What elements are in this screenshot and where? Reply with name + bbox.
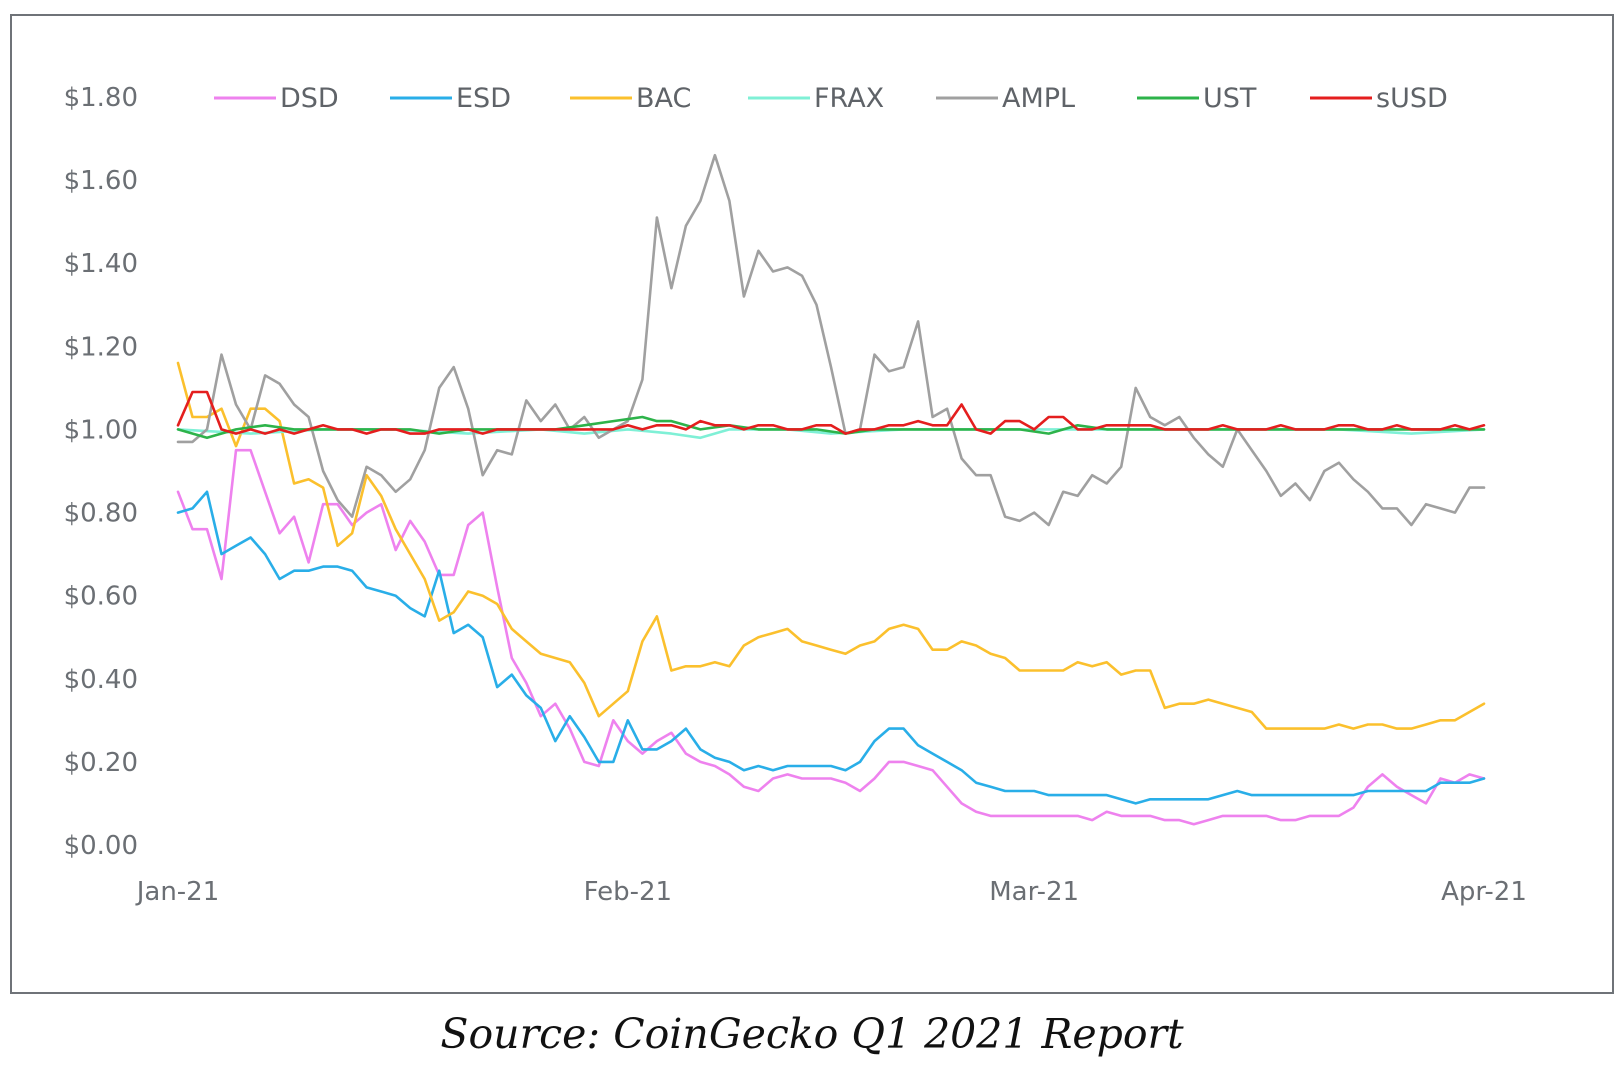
y-tick-label: $1.20 xyxy=(64,332,138,362)
y-tick-label: $0.20 xyxy=(64,748,138,778)
y-tick-label: $1.00 xyxy=(64,415,138,445)
chart-frame: $1.80 $1.60 $1.40 $1.20 $1.00 $0.80 $0.60 $0.40… xyxy=(10,14,1614,994)
source-caption: Source: CoinGecko Q1 2021 Report xyxy=(440,1010,1184,1058)
legend-label: AMPL xyxy=(1002,83,1075,114)
legend-item-ampl: AMPL xyxy=(936,83,1075,114)
x-axis-tick-labels: Jan-21 Feb-21 Mar-21 Apr-21 xyxy=(135,877,1527,907)
x-tick-label: Jan-21 xyxy=(135,877,220,907)
series-line-dsd xyxy=(176,448,1486,826)
y-axis-tick-labels: $1.80 $1.60 $1.40 $1.20 $1.00 $0.80 $0.60 $0.40… xyxy=(64,83,138,861)
y-tick-label: $0.00 xyxy=(64,831,138,861)
series-line-ampl xyxy=(176,153,1486,527)
series-line-susd xyxy=(176,390,1486,435)
chart-legend: DSD ESD BAC FRAX AMPL UST sUSD xyxy=(214,83,1448,114)
legend-label: FRAX xyxy=(814,83,884,114)
series-line-bac xyxy=(176,361,1486,730)
legend-label: DSD xyxy=(280,83,339,114)
legend-label: ESD xyxy=(456,83,511,114)
legend-item-susd: sUSD xyxy=(1310,83,1448,114)
legend-item-dsd: DSD xyxy=(214,83,339,114)
series-line-esd xyxy=(176,490,1486,805)
legend-item-frax: FRAX xyxy=(748,83,884,114)
x-tick-label: Mar-21 xyxy=(989,877,1079,907)
legend-item-esd: ESD xyxy=(390,83,511,114)
y-tick-label: $0.40 xyxy=(64,665,138,695)
y-tick-label: $1.60 xyxy=(64,166,138,196)
y-tick-label: $1.40 xyxy=(64,249,138,279)
legend-item-ust: UST xyxy=(1137,83,1257,114)
x-tick-label: Feb-21 xyxy=(584,877,673,907)
y-tick-label: $0.60 xyxy=(64,582,138,612)
y-tick-label: $1.80 xyxy=(64,83,138,113)
legend-label: UST xyxy=(1203,83,1257,114)
legend-item-bac: BAC xyxy=(570,83,691,114)
series-lines xyxy=(176,153,1486,826)
legend-label: BAC xyxy=(636,83,691,114)
legend-label: sUSD xyxy=(1376,83,1448,114)
y-tick-label: $0.80 xyxy=(64,499,138,529)
price-line-chart: $1.80 $1.60 $1.40 $1.20 $1.00 $0.80 $0.60 $0.40… xyxy=(64,83,1527,907)
x-tick-label: Apr-21 xyxy=(1441,877,1527,907)
